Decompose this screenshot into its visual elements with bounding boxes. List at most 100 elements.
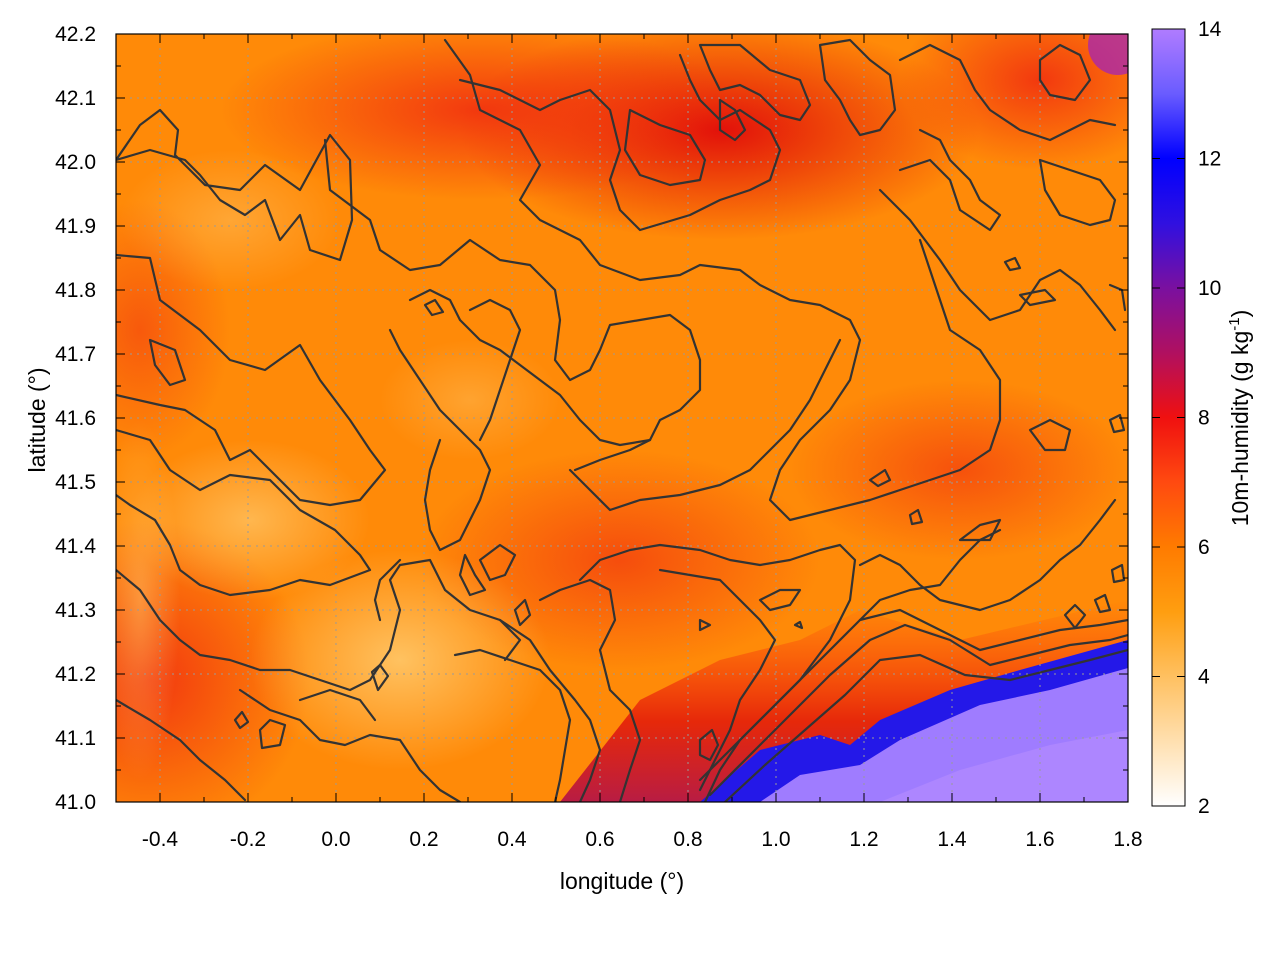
colorbar-label-superscript: -1 (1226, 317, 1243, 330)
contour-line (708, 623, 1128, 797)
contour-line (898, 128, 1002, 232)
y-tick-label: 42.0 (55, 151, 96, 174)
contour-line (868, 468, 892, 488)
y-tick-label: 41.5 (55, 471, 96, 494)
contour-line (498, 618, 602, 802)
contour-line (298, 688, 377, 722)
colorbar-ticks: 2 4 6 8 10 12 14 (1152, 18, 1222, 818)
contour-line (373, 558, 402, 622)
x-tick-label: 1.6 (1025, 828, 1054, 851)
contour-line (1003, 256, 1022, 272)
contour-line (233, 710, 250, 730)
colorbar-tick-label: 12 (1198, 148, 1221, 171)
field-coast-band (560, 600, 1128, 802)
contour-line (1038, 158, 1117, 227)
contour-line (468, 298, 522, 442)
contour-line (458, 553, 487, 597)
contour-line (258, 718, 287, 750)
colorbar-tick-label: 6 (1198, 536, 1210, 559)
contour-line (908, 508, 924, 526)
colorbar-tick-label: 10 (1198, 277, 1221, 300)
contour-line (568, 338, 842, 512)
contour-line (408, 288, 652, 447)
y-tick-label: 41.1 (55, 727, 96, 750)
contour-line (453, 648, 572, 802)
contour-line (116, 428, 372, 597)
x-axis-label: longitude (°) (560, 868, 684, 894)
field-dry-south (250, 550, 550, 770)
contour-line (370, 663, 390, 692)
contour-line (718, 98, 747, 142)
contour-line (478, 543, 517, 582)
x-tick-label: 0.8 (673, 828, 702, 851)
contour-line (698, 618, 712, 632)
y-tick-label: 41.7 (55, 343, 96, 366)
y-tick-label: 41.6 (55, 407, 96, 430)
humidity-field (116, 34, 1128, 802)
y-tick-label: 41.2 (55, 663, 96, 686)
contour-line (818, 38, 897, 137)
y-tick-label: 41.4 (55, 535, 96, 558)
contour-line (116, 698, 247, 802)
contour-line (323, 138, 702, 472)
field-dry-center (380, 340, 560, 460)
contour-line (116, 108, 354, 262)
contour-line (458, 53, 782, 232)
x-tick-label: 0.4 (497, 828, 527, 851)
contour-line (758, 588, 802, 612)
contour-line (623, 108, 707, 187)
field-northeast-corner (1088, 34, 1128, 75)
contour-line (1108, 413, 1126, 434)
y-tick-label: 42.1 (55, 87, 96, 110)
x-tick-label: 0.2 (409, 828, 438, 851)
plot-grid (116, 34, 1128, 802)
y-axis-label: latitude (°) (24, 367, 50, 472)
y-tick-label: 41.8 (55, 279, 96, 302)
contour-line (1110, 563, 1126, 584)
contour-line (116, 558, 522, 692)
contour-line (723, 648, 1128, 802)
contour-line (698, 608, 1128, 782)
colorbar-label: 10m-humidity (g kg-1) (1226, 310, 1253, 527)
contour-line (1093, 593, 1112, 614)
contour-line (538, 578, 642, 802)
field-dry-strip (116, 420, 180, 780)
colorbar-label-main: 10m-humidity (g kg (1227, 331, 1253, 527)
contour-line (116, 253, 387, 507)
x-tick-label: -0.2 (230, 828, 266, 851)
x-tick-label: 1.0 (761, 828, 790, 851)
x-tick-label: 1.2 (849, 828, 878, 851)
contour-line (1018, 288, 1057, 307)
colorbar-tick-label: 14 (1198, 18, 1222, 41)
field-dry-nw (120, 150, 340, 290)
field-dry-west (130, 440, 370, 600)
contour-line (658, 568, 777, 792)
y-tick-label: 42.2 (55, 23, 96, 46)
contour-line (423, 298, 445, 317)
colorbar-tick-label: 8 (1198, 407, 1210, 430)
y-tick-label: 41.0 (55, 791, 96, 814)
contour-line (858, 498, 1117, 612)
colorbar-tick-label: 2 (1198, 795, 1210, 818)
contour-line (443, 38, 1002, 522)
y-axis-ticks: 41.0 41.1 41.2 41.3 41.4 41.5 41.6 41.7 41.8 41.9… (55, 23, 1128, 814)
contour-line (513, 598, 532, 627)
colorbar-tick-label: 4 (1198, 666, 1210, 689)
contour-lines (116, 38, 1128, 802)
contour-line (958, 518, 1002, 542)
x-tick-label: -0.4 (142, 828, 179, 851)
x-tick-label: 1.8 (1113, 828, 1142, 851)
x-tick-label: 0.6 (585, 828, 614, 851)
contour-line (1063, 603, 1087, 630)
contour-line (388, 328, 492, 552)
y-tick-label: 41.3 (55, 599, 96, 622)
contour-line (148, 338, 187, 387)
x-axis-ticks: -0.4 -0.2 0.0 0.2 0.4 0.6 0.8 1.0 1.2 1.4 1.6 1.8 (115, 34, 1143, 851)
y-tick-label: 41.9 (55, 215, 96, 238)
contour-line (1028, 418, 1072, 452)
colorbar-label-end: ) (1227, 310, 1253, 318)
field-northeast-moist (900, 34, 1128, 170)
contour-line (793, 620, 804, 630)
contour-line (698, 43, 812, 122)
